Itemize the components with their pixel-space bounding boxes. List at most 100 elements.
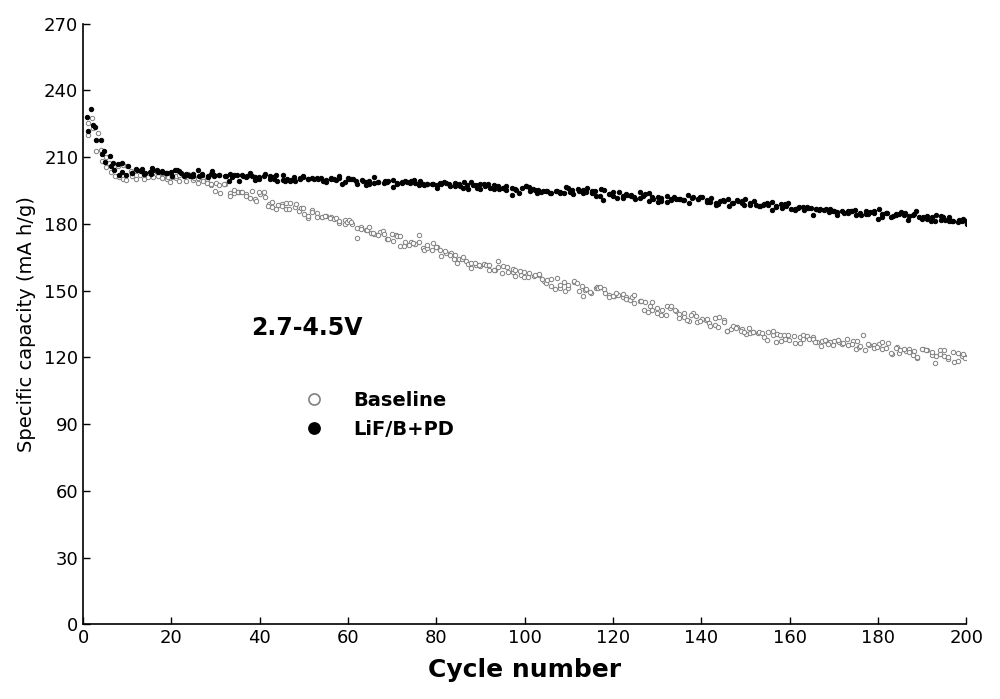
Point — [185, 174, 201, 185]
Point — [397, 175, 413, 187]
Point — [829, 207, 845, 218]
Point — [830, 334, 846, 345]
Point — [349, 222, 365, 233]
Point — [583, 287, 599, 298]
Point — [217, 171, 233, 182]
Point — [570, 183, 586, 194]
Point — [385, 236, 401, 247]
Point — [627, 193, 643, 204]
Point — [234, 186, 250, 197]
Point — [871, 338, 887, 350]
Point — [914, 343, 930, 354]
Point — [392, 230, 408, 241]
Point — [606, 290, 622, 301]
Point — [796, 204, 812, 215]
Point — [376, 177, 392, 188]
Point — [315, 175, 331, 187]
Point — [481, 259, 497, 271]
Point — [723, 323, 739, 334]
Point — [482, 183, 498, 194]
Point — [405, 237, 421, 248]
Point — [650, 192, 666, 203]
Point — [341, 174, 357, 185]
Point — [447, 180, 463, 192]
Point — [361, 175, 377, 186]
Point — [658, 310, 674, 321]
Point — [110, 159, 126, 170]
Point — [954, 215, 970, 226]
Point — [353, 222, 369, 233]
Point — [380, 233, 396, 245]
Point — [641, 196, 657, 207]
Point — [85, 122, 101, 134]
Point — [855, 329, 871, 340]
Point — [87, 122, 103, 133]
Point — [407, 238, 423, 249]
Point — [274, 198, 290, 209]
Point — [680, 189, 696, 201]
Point — [941, 215, 957, 226]
Point — [516, 272, 532, 283]
Point — [151, 169, 167, 180]
Point — [730, 196, 746, 207]
Point — [950, 355, 966, 366]
Point — [817, 335, 833, 346]
Point — [957, 352, 973, 363]
Point — [256, 186, 272, 197]
Point — [459, 180, 475, 191]
Point — [840, 339, 856, 350]
Point — [385, 181, 401, 192]
Point — [878, 343, 894, 354]
Point — [238, 188, 254, 199]
Point — [397, 236, 413, 247]
Point — [891, 347, 907, 359]
Point — [463, 262, 479, 273]
Point — [178, 168, 194, 179]
Point — [672, 194, 688, 205]
Point — [618, 291, 634, 303]
Point — [884, 349, 900, 360]
Point — [716, 315, 732, 326]
Point — [102, 150, 118, 161]
Point — [825, 206, 841, 217]
Point — [354, 175, 370, 186]
Point — [348, 175, 364, 186]
Point — [264, 196, 280, 208]
Point — [511, 187, 527, 199]
Point — [199, 178, 215, 189]
Point — [659, 196, 675, 208]
Point — [710, 199, 726, 210]
Point — [632, 187, 648, 198]
Point — [186, 172, 202, 183]
Point — [264, 201, 280, 212]
Point — [443, 247, 459, 258]
Point — [432, 178, 448, 189]
Point — [287, 175, 303, 187]
Point — [542, 188, 558, 199]
Point — [281, 204, 297, 215]
Point — [251, 174, 267, 185]
Point — [959, 218, 975, 229]
Point — [251, 186, 267, 197]
Point — [331, 215, 347, 226]
Point — [799, 202, 815, 213]
Point — [372, 226, 388, 238]
Point — [688, 310, 704, 322]
Point — [853, 209, 869, 220]
Point — [334, 178, 350, 189]
Point — [871, 203, 887, 215]
Point — [260, 201, 276, 212]
Point — [642, 301, 658, 312]
Point — [901, 343, 917, 354]
Point — [560, 280, 576, 291]
Point — [928, 210, 944, 221]
Point — [777, 199, 793, 210]
Point — [901, 210, 917, 221]
Point — [720, 194, 736, 205]
Point — [619, 189, 635, 201]
Point — [566, 277, 582, 288]
Point — [495, 182, 511, 193]
Point — [845, 336, 861, 347]
Point — [490, 262, 506, 273]
Point — [759, 198, 775, 209]
